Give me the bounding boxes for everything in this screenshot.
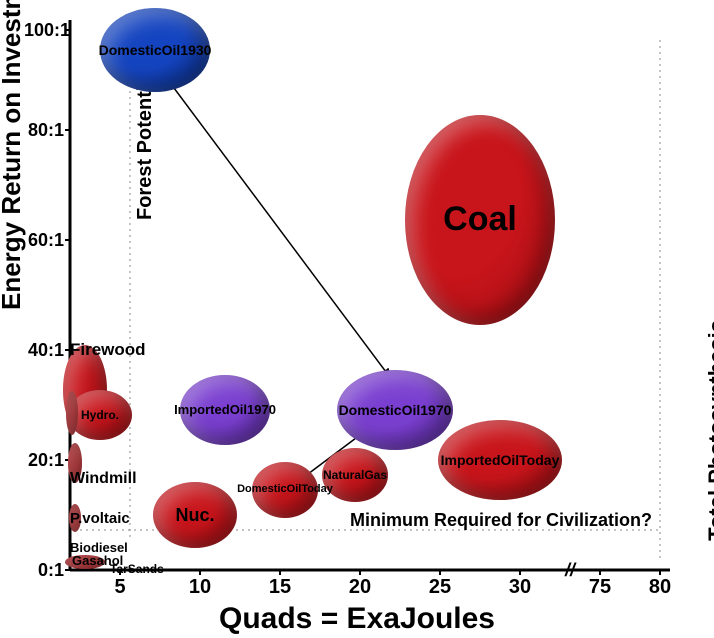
- pvoltaic-label: P.voltaic: [70, 510, 130, 527]
- imported-oil-today: ImportedOilToday: [438, 420, 562, 500]
- tarsands-label: TarSands: [110, 562, 164, 576]
- y-axis-title: Energy Return on Investment: [0, 0, 27, 310]
- x-tick-label: 10: [180, 576, 220, 599]
- domestic-oil-today: DomesticOilToday: [252, 462, 318, 518]
- firewood-label: Firewood: [70, 340, 146, 360]
- x-axis-title: Quads = ExaJoules: [0, 602, 714, 636]
- x-tick-label: 30: [500, 576, 540, 599]
- windmill-label: Windmill: [70, 470, 137, 488]
- x-tick-label: 20: [340, 576, 380, 599]
- x-tick-label: 75: [580, 576, 620, 599]
- hydro-sliver: [66, 391, 78, 435]
- x-tick-label: 5: [100, 576, 140, 599]
- y-tick-label: 100:1: [24, 20, 64, 41]
- imported-oil-1970: ImportedOil1970: [180, 375, 270, 445]
- y-tick-label: 60:1: [24, 230, 64, 251]
- right-axis-label: Total Photosynthesis: [704, 320, 714, 541]
- eroi-bubble-chart: // Energy Return on Investment Quads = E…: [0, 0, 714, 638]
- min-civilization-label: Minimum Required for Civilization?: [350, 510, 652, 531]
- y-tick-label: 20:1: [24, 450, 64, 471]
- x-tick-label: 80: [640, 576, 680, 599]
- x-tick-label: 25: [420, 576, 460, 599]
- x-tick-label: 15: [260, 576, 300, 599]
- y-tick-label: 40:1: [24, 340, 64, 361]
- coal: Coal: [405, 115, 555, 325]
- y-tick-label: 0:1: [24, 560, 64, 581]
- nuclear: Nuc.: [153, 482, 237, 548]
- domestic-oil-1930: DomesticOil1930: [100, 8, 210, 92]
- domestic-oil-1970: DomesticOil1970: [337, 370, 453, 450]
- y-tick-label: 80:1: [24, 120, 64, 141]
